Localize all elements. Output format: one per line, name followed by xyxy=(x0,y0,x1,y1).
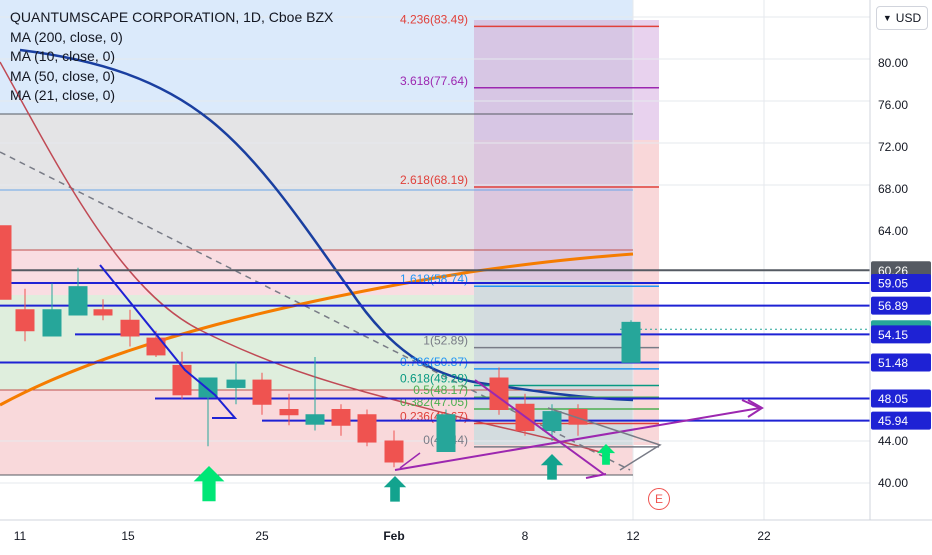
price-label-text: 56.89 xyxy=(878,299,908,313)
price-label-text: 45.94 xyxy=(878,414,908,428)
price-label-badge xyxy=(871,273,931,292)
candle-body xyxy=(15,309,35,332)
indicator-ma50[interactable]: MA (50, close, 0) xyxy=(10,67,116,84)
projection-line xyxy=(547,407,662,471)
candle-body xyxy=(621,321,641,363)
earnings-event-label: E xyxy=(654,492,663,506)
price-tick-label: 44.00 xyxy=(878,434,908,448)
candle-body xyxy=(384,440,404,463)
candle-body xyxy=(305,414,325,425)
chart-legend: QUANTUMSCAPE CORPORATION, 1D, Cboe BZX M… xyxy=(10,8,333,106)
indicator-ma200[interactable]: MA (200, close, 0) xyxy=(10,28,123,45)
time-tick-label: 25 xyxy=(255,529,269,543)
price-label-text: 59.05 xyxy=(878,276,908,290)
candle-body xyxy=(252,379,272,405)
time-tick-label: 8 xyxy=(522,529,529,543)
buy-arrow-icon xyxy=(540,454,564,480)
candle-body xyxy=(172,364,192,396)
ma21-line[interactable] xyxy=(0,61,611,456)
grid xyxy=(0,0,870,520)
candle-body xyxy=(120,319,140,337)
fib-level-label: 1.618(58.74) xyxy=(400,272,468,286)
currency-label: USD xyxy=(895,11,922,25)
price-axis[interactable]: 84.0080.0076.0072.0068.0064.0044.0040.00… xyxy=(869,0,932,520)
indicator-ma10[interactable]: MA (10, close, 0) xyxy=(10,48,116,64)
candle-body xyxy=(226,379,246,388)
candle-body xyxy=(279,409,299,416)
buy-arrow-icon xyxy=(596,444,616,465)
price-label-text: 54.15 xyxy=(878,328,908,342)
price-label-text: 51.48 xyxy=(878,356,908,370)
price-tick-label: 80.00 xyxy=(878,56,908,70)
fib-level-label: 0.5(48.17) xyxy=(413,383,468,397)
ma200-line[interactable] xyxy=(0,252,634,407)
candle-body xyxy=(357,414,377,443)
price-label-badge xyxy=(871,353,931,372)
indicator-ma21[interactable]: MA (21, close, 0) xyxy=(10,87,116,103)
price-tick-label: 64.00 xyxy=(878,224,908,238)
background-zones xyxy=(0,0,659,475)
candle-body xyxy=(542,411,562,432)
fib-level-label: 1(52.89) xyxy=(423,334,468,348)
price-label-text: 48.05 xyxy=(878,392,908,406)
fib-level-label: 3.618(77.64) xyxy=(400,74,468,88)
zigzag-drawing xyxy=(99,264,238,419)
price-label-badge xyxy=(871,325,931,344)
time-tick-label: 11 xyxy=(14,529,27,543)
price-label-badge xyxy=(871,411,931,430)
price-label-badge xyxy=(871,389,931,408)
buy-arrow-icon xyxy=(193,466,225,502)
price-tick-label: 72.00 xyxy=(878,140,908,154)
price-tick-label: 68.00 xyxy=(878,182,908,196)
price-tick-label: 76.00 xyxy=(878,98,908,112)
time-tick-label: Feb xyxy=(383,529,404,543)
candle-body xyxy=(68,286,88,316)
fib-level-label: 2.618(68.19) xyxy=(400,173,468,187)
pattern-tick xyxy=(399,452,421,469)
candle-body xyxy=(436,414,456,452)
earnings-event-marker[interactable]: E xyxy=(648,488,670,510)
time-axis[interactable]: 11 15 25 Feb 8 12 22 xyxy=(0,519,932,550)
drawings[interactable] xyxy=(99,264,764,502)
candle-body xyxy=(42,309,62,337)
fib-level-label: 0.382(47.05) xyxy=(400,395,468,409)
zone-lines xyxy=(0,113,633,476)
pattern-tick xyxy=(585,473,607,479)
currency-button[interactable]: ▼ USD xyxy=(876,6,928,30)
time-tick-label: 12 xyxy=(626,529,640,543)
buy-arrow-icon xyxy=(383,476,407,502)
arrow-head xyxy=(747,399,764,418)
time-tick-label: 22 xyxy=(757,529,771,543)
fib-level-label: 4.236(83.49) xyxy=(400,12,468,26)
symbol-title[interactable]: QUANTUMSCAPE CORPORATION, 1D, Cboe BZX xyxy=(10,9,334,25)
price-label-badge xyxy=(871,296,931,315)
time-tick-label: 15 xyxy=(121,529,135,543)
candle-body xyxy=(93,309,113,316)
price-tick-label: 40.00 xyxy=(878,476,908,490)
fib-level-label: 0.618(49.28) xyxy=(400,372,468,386)
candle-body xyxy=(568,409,588,425)
currency-dropdown-icon: ▼ xyxy=(882,13,892,23)
candle-body xyxy=(0,225,12,300)
triangle-lower-line xyxy=(474,379,606,476)
candle-body xyxy=(331,409,351,426)
